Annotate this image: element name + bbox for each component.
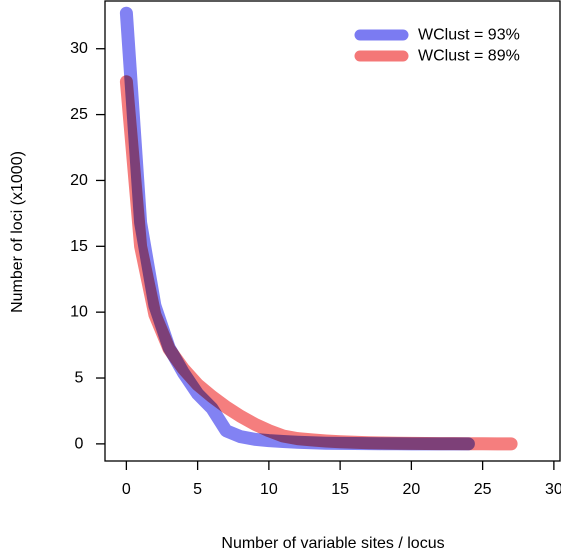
- x-tick-label: 15: [331, 481, 349, 498]
- axes-layer: 0 5 10 15 20 25 30 0 5 10 15 20 25 30: [70, 0, 561, 498]
- y-tick-label: 10: [70, 304, 88, 321]
- y-tick-label: 15: [70, 238, 88, 255]
- x-tick-label: 10: [260, 481, 278, 498]
- series-line-wclust-89: [119, 75, 518, 451]
- series-line-wclust-93: [119, 6, 475, 451]
- x-tick-label: 5: [193, 481, 202, 498]
- legend-label: WClust = 89%: [418, 48, 520, 65]
- plot-frame: [104, 0, 561, 462]
- y-tick-label: 20: [70, 172, 88, 189]
- y-tick-label: 5: [75, 370, 84, 387]
- x-tick-label: 0: [122, 481, 131, 498]
- series-layer: [119, 6, 518, 451]
- x-axis-title: Number of variable sites / locus: [221, 535, 444, 552]
- legend-label: WClust = 93%: [418, 27, 520, 44]
- x-tick-label: 25: [474, 481, 492, 498]
- x-tick-label: 20: [402, 481, 420, 498]
- y-tick-label: 30: [70, 40, 88, 57]
- y-tick-label: 25: [70, 106, 88, 123]
- x-tick-label: 30: [545, 481, 561, 498]
- y-tick-label: 0: [75, 435, 84, 452]
- y-axis-title: Number of loci (x1000): [9, 151, 26, 313]
- legend: WClust = 93% WClust = 89%: [354, 27, 520, 65]
